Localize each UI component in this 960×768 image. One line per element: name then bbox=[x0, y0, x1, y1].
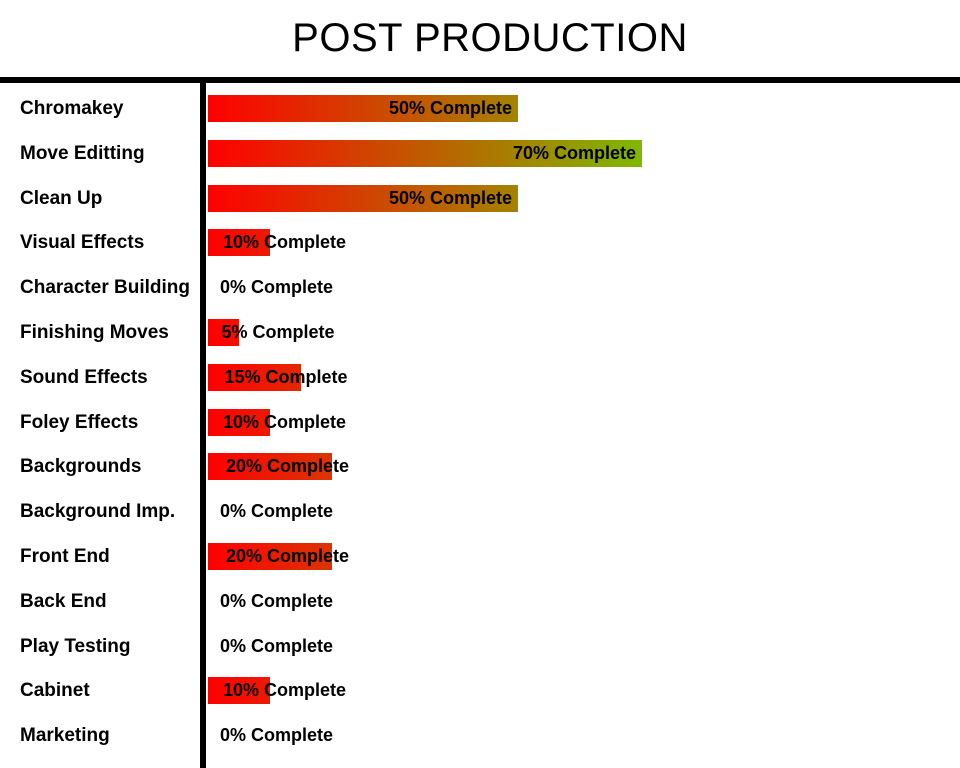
data-label: 5% Complete bbox=[221, 321, 335, 342]
progress-bar bbox=[208, 542, 332, 570]
bar-row: Clean Up 50% Complete bbox=[0, 178, 960, 223]
data-label: 15% Complete bbox=[224, 366, 348, 387]
bar-row: Backgrounds 20% Complete bbox=[0, 446, 960, 491]
category-label: Cabinet bbox=[20, 680, 90, 702]
category-label: Play Testing bbox=[20, 635, 131, 657]
progress-bar bbox=[208, 139, 642, 167]
bar-row: Play Testing 0% Complete bbox=[0, 626, 960, 671]
progress-bar bbox=[208, 95, 518, 122]
category-label: Sound Effects bbox=[20, 366, 148, 388]
data-label: 0% Complete bbox=[220, 635, 334, 656]
progress-bar bbox=[208, 184, 518, 212]
data-label: 70% Complete bbox=[512, 142, 636, 163]
bar-row: Cabinet 10% Complete bbox=[0, 670, 960, 715]
data-label: 20% Complete bbox=[226, 545, 350, 566]
bar-row: Finishing Moves 5% Complete bbox=[0, 312, 960, 357]
progress-bar bbox=[208, 229, 270, 257]
bar-row: Front End 20% Complete bbox=[0, 536, 960, 581]
data-label: 0% Complete bbox=[220, 590, 334, 611]
data-label: 10% Complete bbox=[223, 232, 347, 253]
bar-row: Sound Effects 15% Complete bbox=[0, 357, 960, 402]
bar-row: Move Editting 70% Complete bbox=[0, 133, 960, 178]
progress-bar bbox=[208, 453, 332, 481]
category-label: Finishing Moves bbox=[20, 321, 169, 343]
category-axis-line bbox=[200, 83, 206, 768]
category-label: Move Editting bbox=[20, 142, 145, 164]
category-label: Clean Up bbox=[20, 187, 103, 209]
bar-row: Foley Effects 10% Complete bbox=[0, 402, 960, 447]
data-label: 50% Complete bbox=[388, 187, 512, 208]
data-label: 0% Complete bbox=[220, 501, 334, 522]
data-label: 10% Complete bbox=[223, 411, 347, 432]
bar-row: Background Imp. 0% Complete bbox=[0, 491, 960, 536]
header-divider bbox=[0, 77, 960, 83]
category-label: Chromakey bbox=[20, 98, 124, 119]
category-label: Backgrounds bbox=[20, 456, 142, 478]
category-label: Front End bbox=[20, 545, 110, 567]
bar-row: Character Building 0% Complete bbox=[0, 267, 960, 312]
chart-title: POST PRODUCTION bbox=[292, 16, 688, 60]
progress-bar bbox=[208, 363, 301, 391]
bar-row: Visual Effects 10% Complete bbox=[0, 222, 960, 267]
category-label: Back End bbox=[20, 590, 107, 612]
data-label: 20% Complete bbox=[226, 456, 350, 477]
bar-row: Back End 0% Complete bbox=[0, 581, 960, 626]
progress-bar bbox=[208, 677, 270, 705]
progress-bar bbox=[208, 318, 239, 346]
category-label: Foley Effects bbox=[20, 411, 139, 433]
data-label: 10% Complete bbox=[223, 680, 347, 701]
category-label: Visual Effects bbox=[20, 232, 145, 254]
category-label: Background Imp. bbox=[20, 501, 176, 523]
category-label: Marketing bbox=[20, 725, 110, 747]
bar-row: Chromakey 50% Complete bbox=[0, 88, 960, 133]
category-label: Character Building bbox=[20, 277, 190, 299]
progress-bar bbox=[208, 408, 270, 436]
data-label: 0% Complete bbox=[220, 277, 334, 298]
data-label: 50% Complete bbox=[388, 98, 512, 118]
bar-rows: Chromakey 50% Complete Move Editting 70% Co… bbox=[0, 88, 960, 760]
bar-row: Marketing 0% Complete bbox=[0, 715, 960, 760]
data-label: 0% Complete bbox=[220, 725, 334, 746]
